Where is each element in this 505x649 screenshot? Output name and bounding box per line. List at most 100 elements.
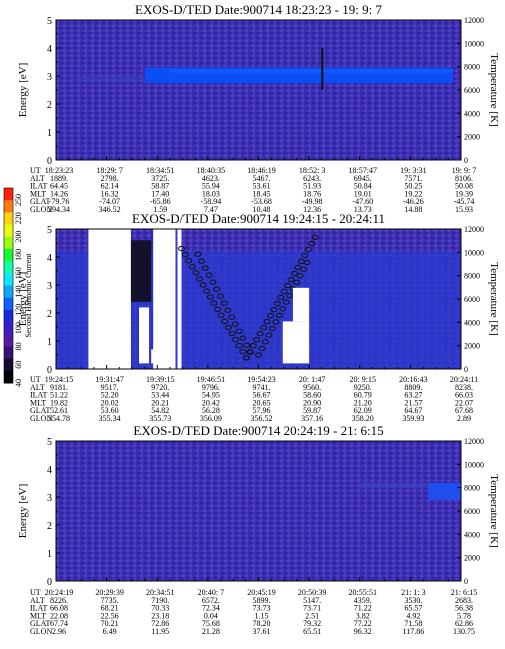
ephemeris-value: 14.26 <box>50 189 68 198</box>
dotted-arc <box>217 312 225 319</box>
y-tick-label: 4 <box>47 465 52 476</box>
colorbar-swatch <box>4 224 13 238</box>
colorbar-swatch <box>4 200 13 213</box>
ephemeris-value: 56.67 <box>253 391 271 400</box>
y2-tick-label: 8000 <box>464 63 480 72</box>
dotted-arc <box>203 288 211 294</box>
dotted-arc <box>224 324 232 331</box>
ephemeris-value: 68.21 <box>101 604 119 613</box>
ephemeris-label: MLT <box>30 189 46 198</box>
ephemeris-value: 51.22 <box>50 391 68 400</box>
y2-tick-label: 10000 <box>464 39 484 48</box>
ephemeris-label: ILAT <box>30 182 47 191</box>
ephemeris-value: -58.94 <box>201 197 222 206</box>
ephemeris-value: 7190. <box>151 596 169 605</box>
ephemeris-value: 6.49 <box>103 627 117 636</box>
ephemeris-value: 8226. <box>50 596 68 605</box>
ephemeris-value: 62.09 <box>354 406 372 415</box>
ephemeris-value: 53.60 <box>101 406 119 415</box>
ephemeris-value: 66.03 <box>455 391 473 400</box>
ephemeris-label: UT <box>30 166 41 175</box>
dotted-arc <box>265 332 273 338</box>
ephemeris-value: 7571. <box>404 174 422 183</box>
ephemeris-value: 17.40 <box>151 189 169 198</box>
colorbar-tick-label: 40 <box>14 379 23 387</box>
ephemeris-value: 21: 1: 3 <box>401 588 425 597</box>
ephemeris-value: 96.32 <box>354 627 372 636</box>
ephemeris-value: 356.52 <box>251 414 273 423</box>
ephemeris-value: 79.32 <box>303 619 321 628</box>
y2-tick-label: 4000 <box>464 109 480 118</box>
dotted-arc <box>282 299 290 305</box>
ephemeris-label: MLT <box>30 611 46 620</box>
data-gap <box>88 229 131 369</box>
intensity-band-faint <box>359 483 429 488</box>
y-tick-label: 1 <box>47 128 52 139</box>
ephemeris-value: 20.42 <box>202 398 220 407</box>
ephemeris-value: 19:39:15 <box>146 375 174 384</box>
y2-tick-label: 0 <box>464 156 468 165</box>
ephemeris-value: -47.60 <box>352 197 373 206</box>
y2-tick-label: 6000 <box>464 507 480 516</box>
data-gap <box>139 307 150 364</box>
y-tick-label: 0 <box>47 365 52 376</box>
data-gap <box>177 229 182 369</box>
colorbar-swatch <box>4 358 13 372</box>
ephemeris-value: 2.96 <box>52 627 66 636</box>
dotted-arc <box>287 276 295 283</box>
ephemeris-value: 18.76 <box>303 189 321 198</box>
dotted-arc <box>221 318 229 325</box>
ephemeris-label: ILAT <box>30 391 47 400</box>
ephemeris-value: 20: 1:47 <box>299 375 325 384</box>
dotted-arc <box>185 258 193 264</box>
ephemeris-value: 18:46:19 <box>247 166 275 175</box>
dotted-arc <box>220 300 228 306</box>
colorbar-swatch <box>4 273 13 286</box>
dotted-arc <box>209 279 217 285</box>
dotted-arc <box>311 234 319 241</box>
ephemeris-value: 20:29:39 <box>95 588 123 597</box>
ephemeris-value: 346.52 <box>99 205 121 214</box>
ephemeris-value: 355.34 <box>99 414 121 423</box>
y2-tick-label: 6000 <box>464 86 480 95</box>
y-tick-label: 5 <box>47 16 52 27</box>
ephemeris-value: 9796. <box>202 383 220 392</box>
ephemeris-value: 19: 3:31 <box>400 166 426 175</box>
ephemeris-value: 54.95 <box>202 391 220 400</box>
ephemeris-label: ILAT <box>30 604 47 613</box>
dotted-arc <box>232 336 240 343</box>
ephemeris-value: 20:16:43 <box>399 375 427 384</box>
ephemeris-value: -46.26 <box>403 197 424 206</box>
y2-tick-label: 2000 <box>464 133 480 142</box>
y2-tick-label: 12000 <box>464 437 484 446</box>
colorbar-swatch <box>4 261 13 274</box>
ephemeris-value: 359.93 <box>402 414 424 423</box>
ephemeris-value: 58.87 <box>151 182 169 191</box>
spectrogram-area <box>56 20 461 160</box>
colorbar-swatch <box>4 370 13 384</box>
ephemeris-value: 66.08 <box>50 604 68 613</box>
dotted-arc <box>216 293 224 299</box>
dotted-arc <box>293 279 301 286</box>
ephemeris-value: 3.82 <box>356 611 370 620</box>
ephemeris-value: 130.75 <box>453 627 475 636</box>
ephemeris-value: 70.33 <box>151 604 169 613</box>
ephemeris-value: 294.34 <box>48 205 70 214</box>
ephemeris-value: 37.61 <box>253 627 271 636</box>
y2-tick-label: 2000 <box>464 554 480 563</box>
dotted-arc <box>192 270 200 276</box>
dotted-arc <box>194 251 202 257</box>
ephemeris-value: 67.68 <box>455 406 473 415</box>
colorbar-swatch <box>4 309 13 323</box>
ephemeris-value: 9560. <box>303 383 321 392</box>
ephemeris-value: 62.86 <box>455 619 473 628</box>
dotted-arc <box>198 258 206 264</box>
y-tick-label: 3 <box>47 493 52 504</box>
ephemeris-value: 50.84 <box>354 182 372 191</box>
ephemeris-value: 5147. <box>303 596 321 605</box>
intensity-band-faint <box>76 76 146 82</box>
ephemeris-value: 20:24:19 <box>45 588 73 597</box>
ephemeris-value: 19.01 <box>354 189 372 198</box>
dotted-arc <box>253 337 261 343</box>
colorbar-swatch <box>4 236 13 250</box>
